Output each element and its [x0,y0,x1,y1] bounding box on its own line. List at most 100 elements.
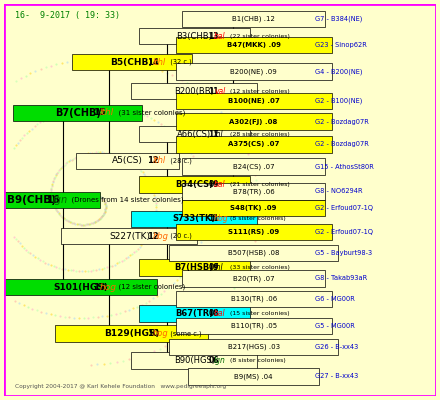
Text: S227(TK): S227(TK) [109,232,150,240]
FancyBboxPatch shape [131,352,257,369]
Text: bal: bal [214,309,226,318]
Text: G2 - Bozdag07R: G2 - Bozdag07R [315,119,369,125]
Text: S48(TK) .09: S48(TK) .09 [231,205,277,211]
Text: G6 - MG00R: G6 - MG00R [315,296,355,302]
Text: lthl: lthl [152,156,165,165]
Text: 15: 15 [93,108,105,118]
Text: (8 sister colonies): (8 sister colonies) [227,358,286,363]
Text: 10: 10 [147,329,158,338]
FancyBboxPatch shape [176,318,332,334]
Text: (22 sister colonies): (22 sister colonies) [227,34,290,39]
Text: B200(NE) .09: B200(NE) .09 [230,68,277,75]
FancyBboxPatch shape [182,270,326,287]
FancyBboxPatch shape [169,339,338,355]
Text: G2 - Erfoud07-1Q: G2 - Erfoud07-1Q [315,229,373,235]
Text: S101(HGS): S101(HGS) [54,282,109,292]
FancyBboxPatch shape [139,259,249,276]
Text: B1(CHB) .12: B1(CHB) .12 [232,16,275,22]
FancyBboxPatch shape [176,290,332,307]
FancyBboxPatch shape [176,136,332,152]
Text: B20(TR) .07: B20(TR) .07 [233,275,275,282]
Text: hbg: hbg [214,214,229,223]
Text: 09: 09 [209,263,219,272]
FancyBboxPatch shape [62,228,198,244]
Text: val: val [214,86,225,96]
Text: B217(HGS) .03: B217(HGS) .03 [227,344,280,350]
Text: 16: 16 [47,195,60,205]
Text: B7(HSB): B7(HSB) [175,263,214,272]
FancyBboxPatch shape [5,279,158,295]
Text: A5(CS): A5(CS) [112,156,143,165]
Text: 13: 13 [93,282,105,292]
FancyBboxPatch shape [182,200,326,216]
Text: (some c.): (some c.) [166,330,202,336]
FancyBboxPatch shape [176,113,332,130]
Text: 09: 09 [209,180,219,189]
FancyBboxPatch shape [131,210,257,227]
FancyBboxPatch shape [182,158,326,175]
FancyBboxPatch shape [176,63,332,80]
Text: G5 - MG00R: G5 - MG00R [315,323,355,329]
Text: bal: bal [214,32,226,41]
Text: B47(MKK) .09: B47(MKK) .09 [227,42,281,48]
Text: bal: bal [214,180,226,189]
Text: hog: hog [99,282,116,292]
Text: 11: 11 [209,214,219,223]
Text: 13: 13 [209,32,219,41]
Text: lgn: lgn [53,195,68,205]
Text: G7 - B384(NE): G7 - B384(NE) [315,16,362,22]
FancyBboxPatch shape [55,325,208,342]
Text: B3(CHB): B3(CHB) [176,32,212,41]
Text: (28 c.): (28 c.) [166,158,192,164]
Text: G15 - AthosSt80R: G15 - AthosSt80R [315,164,374,170]
Text: fhl: fhl [214,263,224,272]
FancyBboxPatch shape [139,126,249,142]
Text: (21 sister colonies): (21 sister colonies) [227,182,290,187]
Text: B100(NE) .07: B100(NE) .07 [228,98,279,104]
Text: 12: 12 [147,232,158,240]
FancyBboxPatch shape [72,54,191,70]
Text: fhl: fhl [214,130,224,139]
Text: lthl: lthl [99,108,114,118]
Text: hbg: hbg [152,232,169,240]
Text: A302(FJ) .08: A302(FJ) .08 [229,119,278,125]
FancyBboxPatch shape [0,192,100,208]
Text: B9(CHB): B9(CHB) [7,195,55,205]
Text: B130(TR) .06: B130(TR) .06 [231,296,277,302]
Text: G2 - Erfoud07-1Q: G2 - Erfoud07-1Q [315,205,373,211]
Text: (Drones from 14 sister colonies): (Drones from 14 sister colonies) [67,197,183,203]
Text: (12 sister colonies): (12 sister colonies) [227,88,290,94]
Text: (32 c.): (32 c.) [166,59,192,65]
Text: G26 - B-xx43: G26 - B-xx43 [315,344,358,350]
FancyBboxPatch shape [176,93,332,110]
FancyBboxPatch shape [131,83,257,99]
Text: B5(CHB): B5(CHB) [110,58,153,66]
Text: 16-  9-2017 ( 19: 33): 16- 9-2017 ( 19: 33) [15,11,120,20]
Text: (12 sister colonies): (12 sister colonies) [114,284,186,290]
Text: Copyright 2004-2017 @ Karl Kehele Foundation   www.pedigreeapis.org: Copyright 2004-2017 @ Karl Kehele Founda… [15,384,226,389]
FancyBboxPatch shape [139,306,249,322]
Text: G2 - Bozdag07R: G2 - Bozdag07R [315,141,369,147]
FancyBboxPatch shape [182,11,326,27]
Text: (28 sister colonies): (28 sister colonies) [227,132,290,137]
Text: lgn: lgn [214,356,226,365]
Text: G4 - B200(NE): G4 - B200(NE) [315,68,363,75]
Text: B110(TR) .05: B110(TR) .05 [231,323,277,330]
Text: B34(CS): B34(CS) [175,180,213,189]
Text: A66(CS): A66(CS) [177,130,211,139]
Text: G23 - Sinop62R: G23 - Sinop62R [315,42,367,48]
Text: B67(TR): B67(TR) [175,309,213,318]
FancyBboxPatch shape [139,176,249,192]
Text: G2 - B100(NE): G2 - B100(NE) [315,98,362,104]
Text: G27 - B-xx43: G27 - B-xx43 [315,374,358,379]
FancyBboxPatch shape [176,224,332,240]
FancyBboxPatch shape [176,37,332,53]
FancyBboxPatch shape [13,105,142,121]
Text: A375(CS) .07: A375(CS) .07 [228,141,279,147]
FancyBboxPatch shape [188,368,319,385]
Text: 08: 08 [209,309,219,318]
Text: (33 sister colonies): (33 sister colonies) [227,265,290,270]
Text: 11: 11 [209,130,219,139]
Text: (31 sister colonies): (31 sister colonies) [114,110,186,116]
Text: G8 - NO6294R: G8 - NO6294R [315,188,363,194]
